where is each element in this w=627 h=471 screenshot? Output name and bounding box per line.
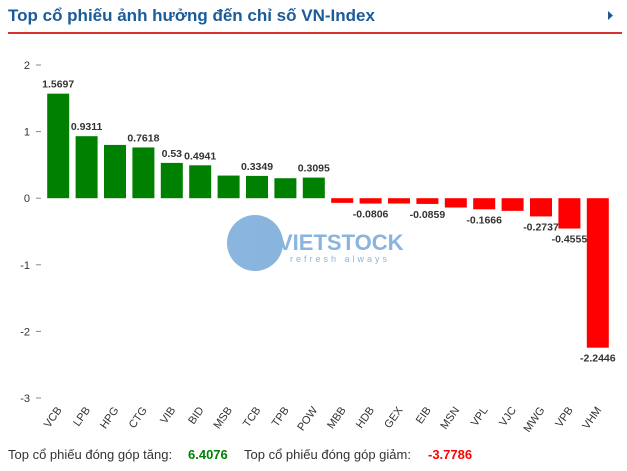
bar — [104, 144, 126, 199]
bar — [217, 175, 240, 199]
x-tick-label: VHM — [580, 405, 604, 432]
bar — [473, 198, 496, 210]
data-label: 1.5697 — [42, 79, 74, 91]
data-label: -2.2446 — [580, 353, 616, 365]
watermark-logo — [227, 215, 283, 271]
watermark: VIETSTOCK refresh always — [227, 215, 404, 271]
x-tick-label: LPB — [71, 405, 93, 429]
y-tick-label: -3 — [20, 393, 30, 405]
footer-up-label: Top cổ phiếu đóng góp tăng: — [8, 447, 172, 462]
bar — [586, 198, 609, 348]
y-tick-label: -2 — [20, 326, 30, 338]
data-label: -0.4555 — [552, 234, 588, 246]
watermark-brand: VIETSTOCK — [278, 230, 404, 255]
data-label: 0.4941 — [184, 150, 216, 162]
data-label: 0.53 — [162, 148, 183, 160]
bar — [75, 136, 98, 199]
y-tick-label: 0 — [24, 193, 30, 205]
watermark-slogan: refresh always — [290, 254, 390, 264]
x-tick-label: TPB — [270, 405, 292, 429]
x-tick-label: VPL — [469, 405, 491, 429]
x-tick-label: TCB — [241, 405, 263, 430]
bar — [530, 198, 552, 217]
data-label: -0.0859 — [410, 209, 446, 221]
x-tick-label: MBB — [325, 405, 349, 431]
data-label: 0.3095 — [298, 163, 330, 175]
bar — [558, 198, 581, 229]
y-tick-label: 2 — [24, 60, 30, 72]
bar — [302, 177, 325, 199]
x-tick-label: VIB — [158, 405, 178, 426]
x-tick-label: MSN — [438, 405, 462, 432]
data-label: 0.7618 — [127, 132, 159, 144]
data-label: -0.0806 — [353, 209, 389, 221]
bar — [416, 198, 439, 204]
bar — [359, 198, 382, 204]
x-tick-label: GEX — [382, 404, 406, 430]
x-tick-label: CTG — [127, 405, 150, 431]
y-tick-label: -1 — [20, 260, 30, 272]
data-label: 0.3349 — [241, 161, 273, 173]
data-label: 0.9311 — [71, 121, 103, 133]
y-tick-label: 1 — [24, 127, 30, 139]
bar — [331, 198, 354, 203]
x-tick-label: VCB — [42, 405, 65, 430]
x-tick-label: MSB — [212, 405, 236, 431]
bar — [388, 198, 410, 204]
bar — [274, 178, 297, 199]
bar — [246, 175, 268, 199]
data-label: -0.2737 — [523, 221, 559, 233]
footer-down-label: Top cổ phiếu đóng góp giảm: — [244, 447, 411, 462]
x-tick-label: BID — [186, 405, 206, 427]
footer-down-value: -3.7786 — [428, 447, 472, 462]
bar — [189, 165, 212, 199]
x-tick-label: POW — [295, 404, 320, 433]
bar — [47, 93, 70, 199]
x-tick-label: HPG — [98, 405, 122, 431]
x-tick-label: HDB — [354, 405, 377, 431]
bar — [132, 147, 155, 199]
data-label: -0.1666 — [466, 214, 502, 226]
x-tick-label: VJC — [497, 405, 519, 429]
bar — [501, 198, 524, 211]
bar — [444, 198, 467, 208]
footer-up-value: 6.4076 — [188, 447, 228, 462]
x-tick-label: EIB — [414, 405, 434, 426]
chart-title: Top cổ phiếu ảnh hưởng đến chỉ số VN-Ind… — [8, 6, 375, 25]
x-tick-label: MWG — [522, 405, 548, 435]
bar — [160, 162, 183, 199]
x-tick-label: VPB — [553, 405, 575, 430]
more-arrow[interactable] — [608, 11, 613, 20]
